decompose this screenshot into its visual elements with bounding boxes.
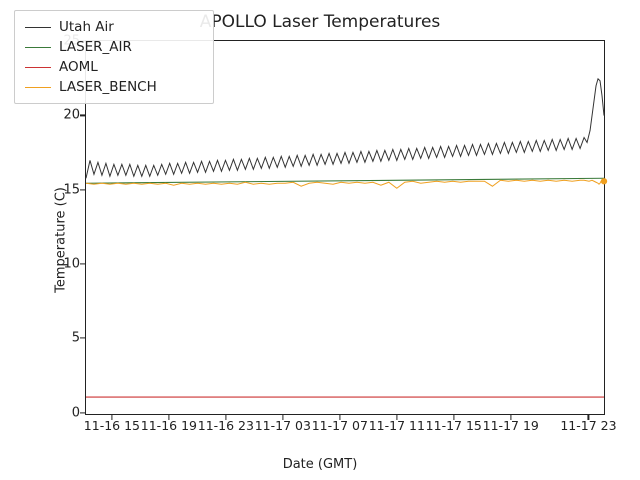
ytick-5: 5 (72, 331, 80, 346)
legend-swatch-utah-air (25, 27, 51, 28)
ytick-20: 20 (63, 108, 80, 123)
ytick-0: 0 (72, 405, 80, 420)
y-axis-label: Temperature (C) (53, 187, 68, 293)
legend-label-utah-air: Utah Air (59, 19, 114, 35)
xtick-7: 11-17 19 (483, 418, 539, 433)
xtick-8: 11-17 23 (560, 418, 616, 433)
legend-swatch-laser-bench (25, 87, 51, 88)
legend-row-aoml: AOML (25, 57, 203, 77)
legend-label-aoml: AOML (59, 59, 98, 75)
xtick-2: 11-16 23 (198, 418, 254, 433)
legend-swatch-laser-air (25, 47, 51, 48)
legend-row-laser-bench: LASER_BENCH (25, 77, 203, 97)
laser-bench-end-marker (601, 178, 607, 184)
ytick-15: 15 (63, 182, 80, 197)
legend-label-laser-bench: LASER_BENCH (59, 79, 157, 95)
ytick-10: 10 (63, 256, 80, 271)
legend-row-utah-air: Utah Air (25, 17, 203, 37)
legend-row-laser-air: LASER_AIR (25, 37, 203, 57)
xtick-5: 11-17 11 (369, 418, 425, 433)
xtick-6: 11-17 15 (426, 418, 482, 433)
legend-swatch-aoml (25, 67, 51, 68)
xtick-4: 11-17 07 (312, 418, 368, 433)
x-axis-label: Date (GMT) (0, 457, 640, 472)
xtick-0: 11-16 15 (84, 418, 140, 433)
legend-label-laser-air: LASER_AIR (59, 39, 132, 55)
xtick-3: 11-17 03 (255, 418, 311, 433)
chart-container: APOLLO Laser Temperatures Temperature (C… (0, 0, 640, 480)
legend-box[interactable]: Utah Air LASER_AIR AOML LASER_BENCH (14, 10, 214, 104)
laser-bench-line (86, 180, 604, 188)
xtick-1: 11-16 19 (141, 418, 197, 433)
